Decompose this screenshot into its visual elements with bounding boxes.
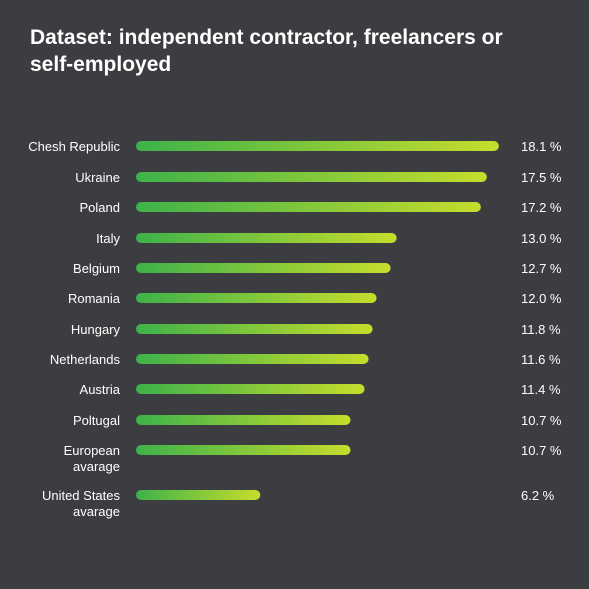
value-label: 13.0 %	[521, 231, 562, 246]
category-label-line: European	[64, 443, 120, 458]
bar	[136, 384, 365, 394]
bar	[136, 490, 261, 500]
bar	[136, 354, 369, 364]
value-label: 11.4 %	[521, 382, 561, 397]
category-label: Poland	[80, 200, 120, 215]
value-label: 18.1 %	[521, 139, 562, 154]
bar	[136, 141, 499, 151]
bar	[136, 172, 487, 182]
category-label: Poltugal	[73, 413, 120, 428]
bar	[136, 324, 373, 334]
value-label: 10.7 %	[521, 443, 562, 458]
category-label-line: Italy	[96, 231, 120, 246]
value-label: 17.2 %	[521, 200, 562, 215]
category-label-line: avarage	[73, 504, 120, 519]
category-label-line: Chesh Republic	[28, 139, 120, 154]
bars-group: Chesh Republic 18.1 % Ukraine 17.5 % Poland 1…	[28, 139, 562, 519]
category-label: United States avarage	[42, 488, 121, 519]
category-label-line: avarage	[73, 459, 120, 474]
category-label-line: Romania	[68, 291, 121, 306]
value-label: 17.5 %	[521, 170, 562, 185]
value-label: 12.0 %	[521, 291, 562, 306]
bar	[136, 415, 351, 425]
category-label: Romania	[68, 291, 121, 306]
category-label: Austria	[80, 382, 121, 397]
category-label: European avarage	[64, 443, 120, 474]
category-label: Belgium	[73, 261, 120, 276]
category-label: Ukraine	[75, 170, 120, 185]
category-label: Italy	[96, 231, 120, 246]
category-label-line: Hungary	[71, 322, 121, 337]
value-label: 12.7 %	[521, 261, 562, 276]
bar	[136, 263, 391, 273]
chart-title: Dataset: independent contractor, freelan…	[30, 26, 503, 76]
category-label-line: Ukraine	[75, 170, 120, 185]
value-label: 6.2 %	[521, 488, 555, 503]
category-label-line: United States	[42, 488, 121, 503]
category-label-line: Poltugal	[73, 413, 120, 428]
category-label-line: Poland	[80, 200, 120, 215]
bar	[136, 233, 397, 243]
value-label: 10.7 %	[521, 413, 562, 428]
value-label: 11.8 %	[521, 322, 561, 337]
bar	[136, 445, 351, 455]
category-label-line: Belgium	[73, 261, 120, 276]
value-label: 11.6 %	[521, 352, 561, 367]
category-label: Chesh Republic	[28, 139, 120, 154]
bar	[136, 202, 481, 212]
category-label-line: Netherlands	[50, 352, 121, 367]
category-label-line: Austria	[80, 382, 121, 397]
category-label: Netherlands	[50, 352, 121, 367]
bar	[136, 293, 377, 303]
category-label: Hungary	[71, 322, 121, 337]
